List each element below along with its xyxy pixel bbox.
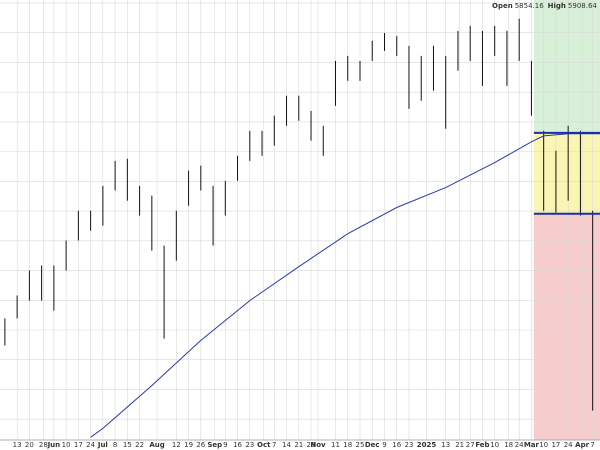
zone xyxy=(533,0,600,133)
zone xyxy=(533,132,600,214)
x-tick-label: Sep xyxy=(207,441,222,449)
zones xyxy=(533,0,600,440)
x-tick-label: 7 xyxy=(272,441,276,449)
x-tick-label: 21 xyxy=(455,441,464,449)
x-tick-label: Jul xyxy=(97,441,108,449)
x-tick-label: 21 xyxy=(294,441,303,449)
x-tick-label: 16 xyxy=(392,441,401,449)
x-tick-label: 28 xyxy=(39,441,48,449)
x-tick-label: 25 xyxy=(356,441,365,449)
x-tick-label: Jun xyxy=(47,441,61,449)
x-tick-label: 11 xyxy=(331,441,340,449)
x-tick-label: 10 xyxy=(490,441,499,449)
x-tick-label: 16 xyxy=(233,441,242,449)
x-tick-label: 14 xyxy=(282,441,291,449)
x-tick-label: Dec xyxy=(365,441,380,449)
x-tick-label: 23 xyxy=(405,441,414,449)
x-tick-label: 26 xyxy=(196,441,205,449)
x-tick-label: 10 xyxy=(62,441,71,449)
x-tick-label: Feb xyxy=(475,441,489,449)
x-tick-label: 10 xyxy=(539,441,548,449)
labels: 13 20 28 Jun 10 17 24 Jul 8 15 22 Aug 12 19 26 Sep 9 16 23… xyxy=(13,2,598,449)
header-value: 5854.16 xyxy=(515,2,544,10)
x-tick-label: 12 xyxy=(172,441,181,449)
x-tick-label: 9 xyxy=(223,441,227,449)
x-tick-label: 7 xyxy=(590,441,594,449)
moving-average xyxy=(90,133,600,438)
x-tick-label: 17 xyxy=(74,441,83,449)
grid xyxy=(0,0,600,440)
x-tick-label: 20 xyxy=(25,441,34,449)
x-tick-label: 13 xyxy=(441,441,450,449)
x-tick-label: 9 xyxy=(382,441,386,449)
x-tick-label: 8 xyxy=(113,441,117,449)
x-tick-label: 18 xyxy=(504,441,513,449)
x-tick-label: Nov xyxy=(310,441,326,449)
x-tick-label: 23 xyxy=(245,441,254,449)
x-tick-label: 19 xyxy=(184,441,193,449)
x-tick-label: 27 xyxy=(466,441,475,449)
x-tick-label: 28 xyxy=(307,441,316,449)
x-tick-label: 2025 xyxy=(417,441,437,449)
x-tick-label: 17 xyxy=(551,441,560,449)
x-tick-label: 24 xyxy=(564,441,573,449)
marks xyxy=(4,18,600,438)
zone xyxy=(533,213,600,440)
x-tick-label: Mar xyxy=(524,441,540,449)
header-value: 5908.64 xyxy=(568,2,597,10)
x-tick-label: 24 xyxy=(515,441,524,449)
x-tick-label: 22 xyxy=(135,441,144,449)
x-tick-label: 24 xyxy=(86,441,95,449)
x-tick-label: Apr xyxy=(575,441,589,449)
header-label: High xyxy=(548,2,566,10)
x-tick-label: 15 xyxy=(123,441,132,449)
x-tick-label: 18 xyxy=(343,441,352,449)
x-tick-label: Aug xyxy=(149,441,164,449)
header-label: Open xyxy=(492,2,513,10)
x-tick-label: Oct xyxy=(257,441,271,449)
x-tick-label: 13 xyxy=(13,441,22,449)
